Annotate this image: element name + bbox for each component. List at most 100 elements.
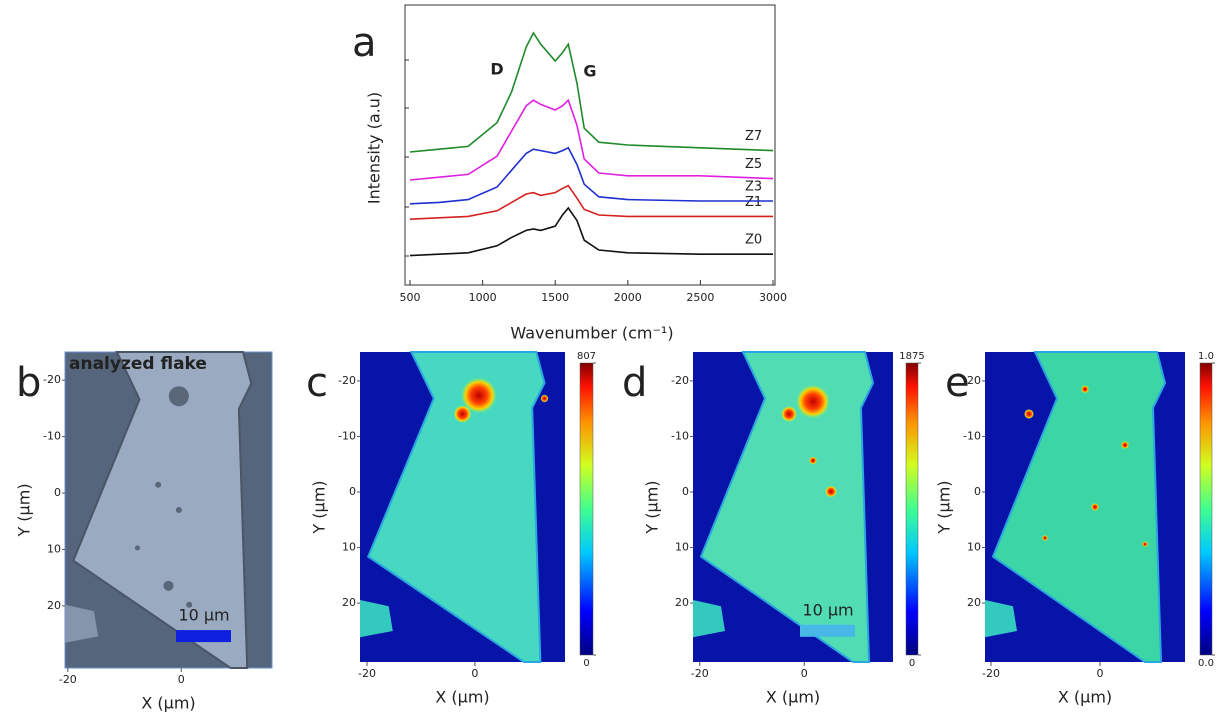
y-tick-label: -20 <box>963 374 981 387</box>
flake-edge-blob <box>65 604 99 643</box>
y-tick-label: -10 <box>43 430 61 443</box>
y-axis-label: Y (µm) <box>643 480 662 534</box>
x-tick-label: 0 <box>178 673 185 686</box>
speck <box>168 386 189 407</box>
y-tick-label: -10 <box>963 429 981 442</box>
hot-spot <box>796 384 830 419</box>
x-tick-label: 0 <box>1096 667 1103 680</box>
panel-label: d <box>622 360 647 406</box>
flake <box>699 351 875 663</box>
hot-spot <box>1042 535 1048 541</box>
series-label: Z7 <box>745 129 762 144</box>
y-tick-label: 20 <box>342 596 356 609</box>
y-tick-label: 20 <box>47 599 61 612</box>
y-tick-label: 0 <box>974 485 981 498</box>
spectrum-line <box>409 146 773 205</box>
flake-edge-blob <box>693 600 725 638</box>
colorbar-tick-label: 1.0 <box>1198 351 1214 362</box>
spectrum-line <box>409 98 774 181</box>
hot-spot <box>453 405 472 423</box>
y-tick-label: 0 <box>682 485 689 498</box>
x-tick-label: 2000 <box>614 291 642 304</box>
panel-label: e <box>945 360 970 406</box>
spectrum-line <box>409 31 774 153</box>
x-tick-label: 0 <box>471 667 478 680</box>
hot-spot <box>540 394 549 403</box>
x-tick-label: 1500 <box>541 291 569 304</box>
scale-bar <box>800 624 855 637</box>
x-tick-label: -20 <box>691 667 709 680</box>
x-tick-label: -20 <box>982 667 1000 680</box>
annotation: analyzed flake <box>69 354 207 374</box>
x-axis-label: X (µm) <box>141 694 195 713</box>
series-label: Z1 <box>745 195 762 210</box>
colorbar-tick-label: 0 <box>909 658 915 669</box>
y-tick-label: 10 <box>47 543 61 556</box>
hot-spot <box>1142 541 1148 548</box>
colorbar <box>1199 362 1213 656</box>
colorbar <box>579 362 594 656</box>
x-tick-label: -20 <box>59 673 77 686</box>
flake-edge-blob <box>360 600 393 638</box>
y-tick-label: 0 <box>54 486 61 499</box>
y-tick-label: 10 <box>967 541 981 554</box>
colorbar <box>905 362 919 656</box>
scale-bar <box>176 630 231 643</box>
series-label: Z0 <box>745 233 762 248</box>
x-axis-label: X (µm) <box>435 688 489 707</box>
y-tick-label: 10 <box>675 541 689 554</box>
colorbar-tick-label: 1875 <box>899 351 924 362</box>
y-tick-label: -10 <box>671 429 689 442</box>
hot-spot <box>825 485 837 498</box>
hot-spot <box>1091 503 1099 511</box>
hot-spot <box>1024 409 1034 419</box>
x-tick-label: 3000 <box>759 291 787 304</box>
flake <box>366 351 546 663</box>
speck <box>163 580 174 591</box>
x-tick-label: 2500 <box>686 291 714 304</box>
x-tick-label: 500 <box>400 291 421 304</box>
series-label: Z5 <box>745 157 762 172</box>
y-tick-label: 10 <box>342 541 356 554</box>
y-tick-label: -20 <box>43 373 61 386</box>
colorbar-tick-label: 0.0 <box>1198 658 1214 669</box>
panel-label: c <box>306 360 328 406</box>
flake-edge-blob <box>985 600 1017 638</box>
hot-spot <box>1121 441 1129 449</box>
x-axis-label: X (µm) <box>766 688 820 707</box>
x-tick-label: 1000 <box>469 291 497 304</box>
y-tick-label: 20 <box>967 596 981 609</box>
scale-bar-label: 10 µm <box>802 600 853 619</box>
y-axis-label: Y (µm) <box>310 480 329 534</box>
colorbar-tick-label: 807 <box>577 351 596 362</box>
series-label: Z3 <box>745 180 762 195</box>
x-axis-label: Wavenumber (cm⁻¹) <box>510 324 673 343</box>
speck <box>155 481 162 488</box>
annotation: D <box>490 60 503 79</box>
y-axis-label: Y (µm) <box>15 483 34 537</box>
speck <box>186 601 193 608</box>
x-tick-label: 0 <box>801 667 808 680</box>
colorbar-tick-label: 0 <box>583 658 589 669</box>
scale-bar-label: 10 µm <box>178 606 229 625</box>
x-axis-label: X (µm) <box>1058 688 1112 707</box>
spectrum-line <box>409 206 773 257</box>
y-tick-label: 20 <box>675 596 689 609</box>
panel-label: a <box>352 20 377 66</box>
plot-frame <box>404 4 776 286</box>
y-tick-label: -20 <box>338 374 356 387</box>
hot-spot <box>1081 385 1089 394</box>
speck <box>134 545 140 551</box>
speck <box>175 507 182 513</box>
panel-label: b <box>16 360 41 406</box>
x-tick-label: -20 <box>358 667 376 680</box>
y-tick-label: -20 <box>671 374 689 387</box>
flake <box>991 351 1167 663</box>
flake <box>72 351 253 669</box>
annotation: G <box>583 62 596 81</box>
y-tick-label: 0 <box>349 485 356 498</box>
spectrum-line <box>409 184 773 220</box>
hot-spot <box>809 456 817 465</box>
y-tick-label: -10 <box>338 429 356 442</box>
